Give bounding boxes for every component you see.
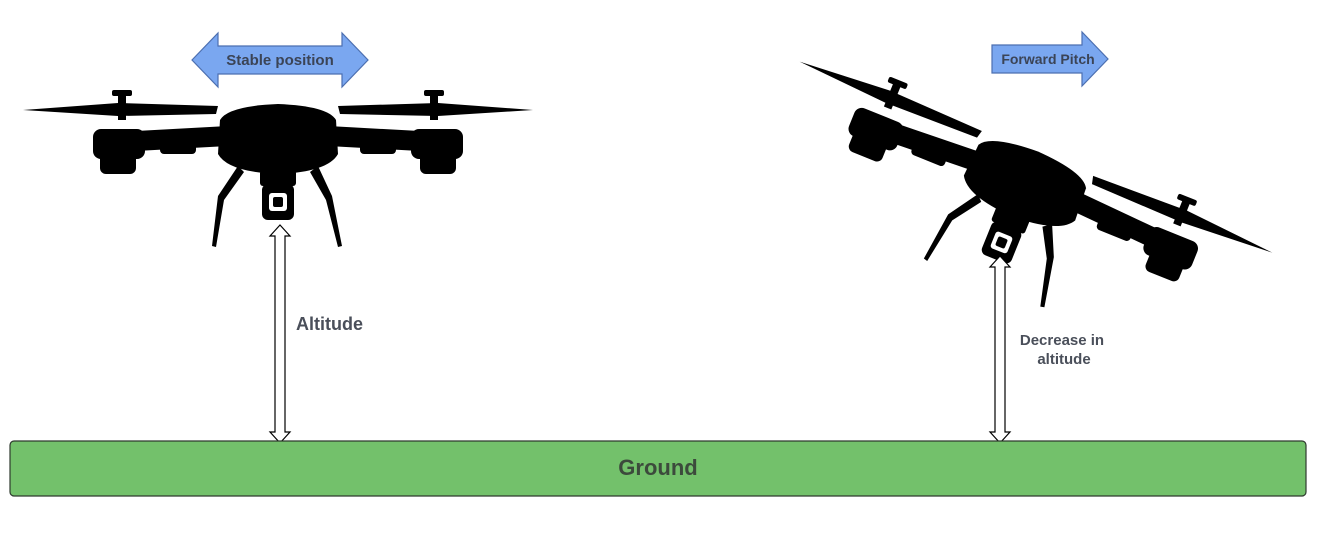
stable-drone-icon [23,90,533,247]
altitude-arrow [268,224,292,444]
forward-pitch-label: Forward Pitch [1001,51,1094,67]
stable-position-label: Stable position [226,52,334,69]
ground-bar: Ground [9,440,1307,497]
decrease-altitude-label-line1: Decrease in [1020,332,1104,349]
forward-pitch-arrow: Forward Pitch [991,30,1109,88]
decrease-altitude-arrow [988,255,1012,444]
stable-position-arrow: Stable position [191,31,369,89]
decrease-altitude-label-line2: altitude [1037,351,1090,368]
pitched-drone-icon [748,43,1280,380]
altitude-label: Altitude [296,314,363,334]
ground-label: Ground [618,455,697,480]
